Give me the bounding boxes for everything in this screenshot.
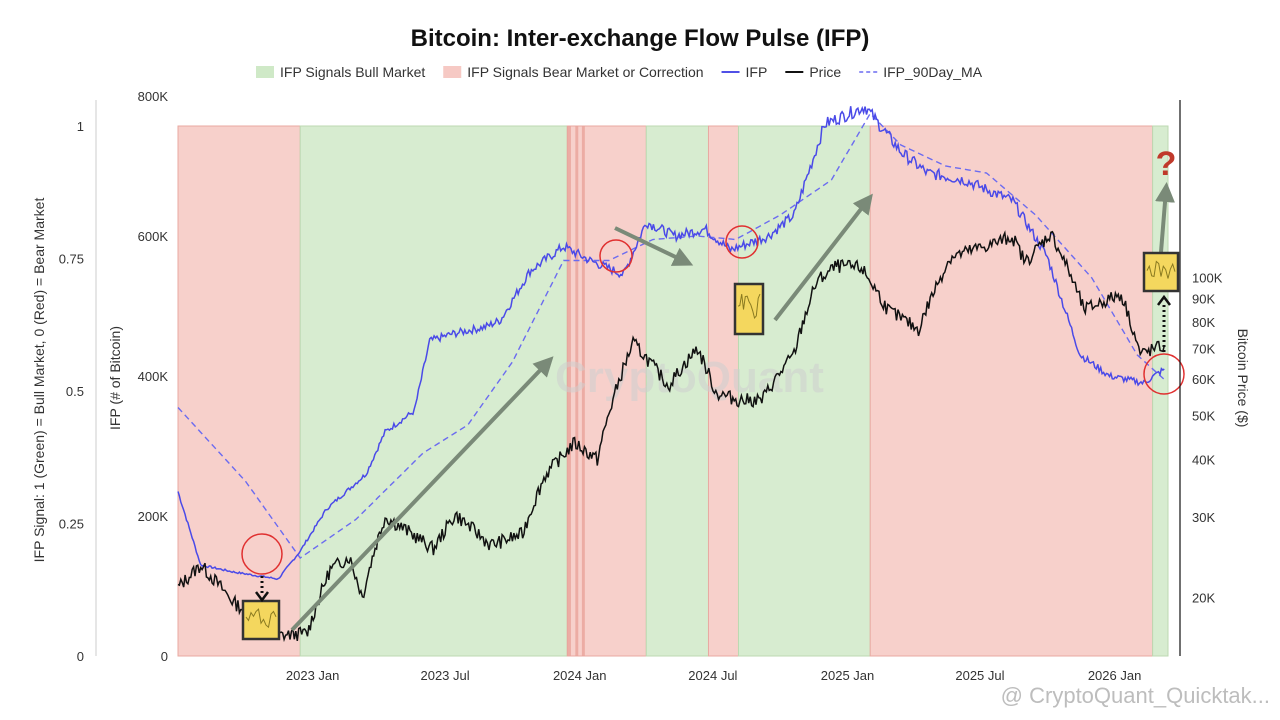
- ifp-axis: 0 200K 400K 600K 800K: [138, 89, 169, 664]
- ifp-line: [177, 105, 1165, 581]
- legend-label: IFP Signals Bear Market or Correction: [467, 64, 703, 80]
- legend-swatch: [443, 66, 462, 78]
- left-signal-axis: 0 0.25 0.5 0.75 1: [59, 100, 97, 664]
- signal-band-bull: [299, 125, 568, 657]
- price-axis-tick: 60K: [1192, 372, 1215, 387]
- chart-title: Bitcoin: Inter-exchange Flow Pulse (IFP): [411, 25, 870, 52]
- left-axis-tick: 0.25: [59, 517, 84, 532]
- left-axis-tick: 0.75: [59, 252, 84, 267]
- legend-label: IFP: [746, 64, 768, 80]
- footer-watermark: @ CryptoQuant_Quicktak...: [1001, 683, 1270, 708]
- annotation-layer: ?: [241, 145, 1185, 641]
- zoom-box: [1142, 251, 1180, 293]
- legend-label: IFP_90Day_MA: [883, 64, 982, 80]
- signal-band-flicker: [575, 126, 579, 656]
- highlight-circle: [241, 533, 283, 575]
- ifp-axis-title: IFP (# of Bitcoin): [107, 326, 123, 430]
- legend: IFP Signals Bull Market IFP Signals Bear …: [256, 64, 983, 80]
- ifp-axis-tick: 200K: [138, 509, 169, 524]
- signal-band-bear: [566, 125, 647, 657]
- price-axis-tick: 20K: [1192, 590, 1215, 605]
- trend-arrow: [614, 226, 694, 266]
- zoom-box-sparkline: [737, 293, 761, 320]
- left-axis-tick: 1: [77, 119, 84, 134]
- ifp-axis-tick: 600K: [138, 229, 169, 244]
- legend-label: IFP Signals Bull Market: [280, 64, 425, 80]
- left-axis-tick: 0: [77, 649, 84, 664]
- ifp-axis-tick: 400K: [138, 369, 169, 384]
- price-line: [177, 230, 1166, 643]
- zoom-box: [733, 282, 765, 336]
- x-axis-tick: 2023 Jul: [420, 668, 469, 683]
- x-axis-tick: 2025 Jan: [821, 668, 875, 683]
- price-axis-tick: 100K: [1192, 271, 1223, 286]
- signal-band-bull: [645, 125, 709, 657]
- trend-arrow: [290, 356, 554, 632]
- ifp-90day-ma-line: [177, 112, 1165, 559]
- trend-arrow: [773, 193, 873, 322]
- price-axis-tick: 90K: [1192, 292, 1215, 307]
- signal-band-bear: [869, 125, 1154, 657]
- x-axis-tick: 2024 Jan: [553, 668, 607, 683]
- trend-arrow: [1155, 182, 1176, 253]
- dotted-connector-head: [1157, 294, 1171, 306]
- ifp-axis-tick: 0: [161, 649, 168, 664]
- zoom-box-sparkline: [1146, 260, 1176, 279]
- watermark: CryptoQuant: [555, 353, 824, 402]
- dotted-connector-head: [255, 591, 269, 603]
- highlight-circle: [725, 225, 759, 259]
- x-axis-tick: 2026 Jan: [1088, 668, 1142, 683]
- highlight-circle: [1143, 353, 1185, 395]
- left-axis-title: IFP Signal: 1 (Green) = Bull Market, 0 (…: [31, 198, 47, 563]
- signal-bands: [177, 125, 1169, 657]
- signal-band-bear: [177, 125, 301, 657]
- x-axis-tick: 2024 Jul: [688, 668, 737, 683]
- price-axis-tick: 40K: [1192, 453, 1215, 468]
- x-axis: 2023 Jan 2023 Jul 2024 Jan 2024 Jul 2025 Jan…: [286, 668, 1141, 683]
- left-axis-tick: 0.5: [66, 384, 84, 399]
- series-layer: [177, 105, 1166, 643]
- zoom-box-sparkline: [245, 608, 277, 629]
- signal-band-flicker: [567, 126, 571, 656]
- highlight-circle: [599, 239, 633, 273]
- question-mark: ?: [1156, 145, 1177, 183]
- x-axis-tick: 2023 Jan: [286, 668, 340, 683]
- legend-label: Price: [809, 64, 841, 80]
- price-axis-tick: 50K: [1192, 408, 1215, 423]
- ifp-axis-tick: 800K: [138, 89, 169, 104]
- signal-band-bull: [737, 125, 871, 657]
- price-axis-title: Bitcoin Price ($): [1235, 329, 1251, 428]
- legend-swatch: [256, 66, 274, 78]
- price-axis-tick: 80K: [1192, 315, 1215, 330]
- signal-band-flicker: [581, 126, 585, 656]
- price-axis-tick: 30K: [1192, 510, 1215, 525]
- x-axis-tick: 2025 Jul: [955, 668, 1004, 683]
- price-axis: 20K 30K 40K 50K 60K 70K 80K 90K 100K: [1179, 100, 1223, 656]
- price-axis-tick: 70K: [1192, 341, 1215, 356]
